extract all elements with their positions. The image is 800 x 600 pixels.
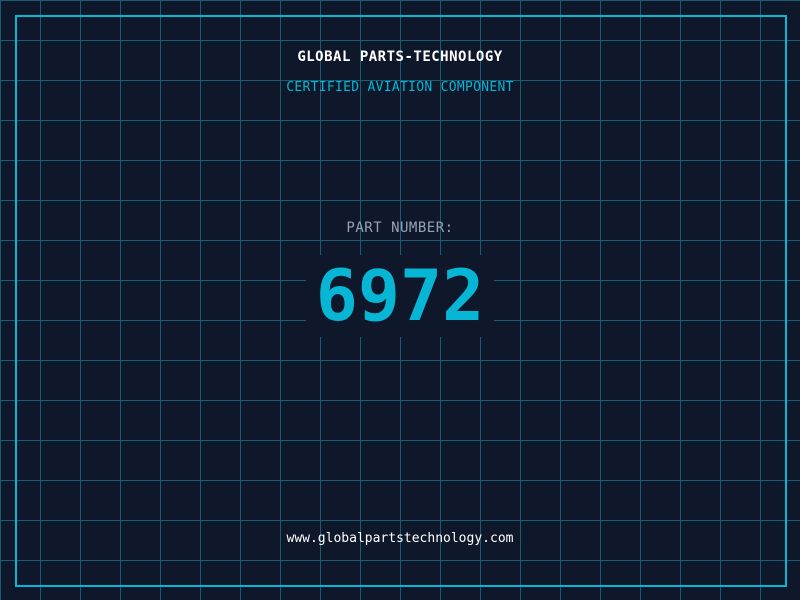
- part-number-display: 6972: [0, 255, 800, 337]
- part-number-label: PART NUMBER:: [346, 220, 454, 236]
- website-link[interactable]: www.globalpartstechnology.com: [286, 531, 514, 546]
- company-title: GLOBAL PARTS-TECHNOLOGY: [297, 49, 503, 65]
- part-number-value: 6972: [305, 255, 495, 337]
- subtitle: CERTIFIED AVIATION COMPONENT: [286, 80, 514, 95]
- border-frame: [15, 15, 787, 587]
